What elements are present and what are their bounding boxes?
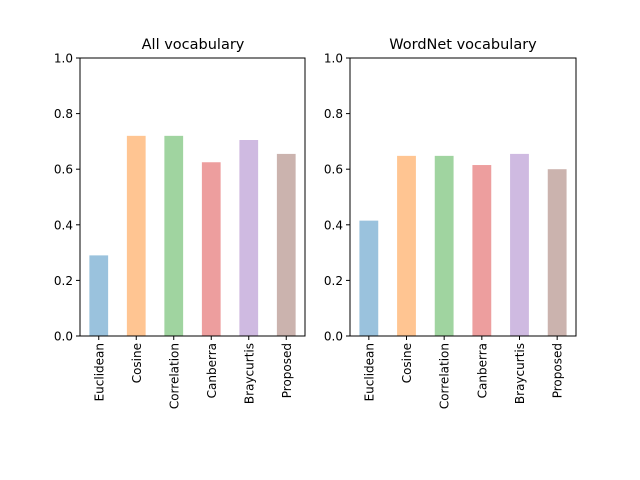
x-tick-label-cosine: Cosine: [130, 343, 144, 383]
chart-panel-all-vocabulary: All vocabulary 0.0 0.2 0.4 0.6 0.8 1.0 Euclid…: [54, 37, 306, 409]
bar-group: [89, 135, 296, 336]
y-tick-label: 0.6: [324, 163, 343, 177]
x-tick-label-canberra: Canberra: [475, 343, 489, 398]
chart-panel-wordnet-vocabulary: WordNet vocabulary 0.0 0.2 0.4 0.6 0.8 1.0 Eu…: [324, 37, 577, 409]
y-tick-label: 0.8: [324, 107, 343, 121]
bar-braycurtis: [239, 140, 259, 336]
bar-canberra: [201, 162, 221, 336]
y-tick-label: 0.2: [324, 274, 343, 288]
x-tick-label-proposed: Proposed: [551, 343, 565, 398]
bar-braycurtis: [510, 153, 529, 336]
y-tick-label: 0.8: [54, 107, 73, 121]
x-tick-label-proposed: Proposed: [280, 343, 294, 398]
axes-frame: [349, 57, 577, 337]
y-tick-label: 0.2: [54, 274, 73, 288]
x-tick-label-braycurtis: Braycurtis: [242, 343, 256, 404]
bar-cosine: [126, 135, 146, 336]
x-tick-label-cosine: Cosine: [400, 343, 414, 383]
y-tick-label: 1.0: [54, 52, 73, 66]
bar-proposed: [547, 169, 567, 336]
x-axis-ticks: Euclidean Cosine Correlation Canberra Braycu…: [92, 336, 294, 409]
x-tick-label-euclidean: Euclidean: [362, 343, 376, 401]
y-tick-label: 0.0: [54, 330, 73, 344]
bar-cosine: [397, 155, 416, 336]
bar-canberra: [472, 165, 492, 336]
chart-title: All vocabulary: [142, 37, 245, 53]
y-tick-label: 0.4: [54, 218, 73, 232]
y-tick-label: 1.0: [324, 52, 343, 66]
y-axis-ticks: 0.0 0.2 0.4 0.6 0.8 1.0: [54, 52, 80, 344]
axes-frame: [79, 57, 306, 337]
bar-group: [359, 153, 567, 336]
chart-title: WordNet vocabulary: [389, 37, 537, 53]
x-axis-ticks: Euclidean Cosine Correlation Canberra Braycu…: [362, 336, 565, 409]
x-tick-label-euclidean: Euclidean: [92, 343, 106, 401]
y-tick-label: 0.6: [54, 163, 73, 177]
bar-correlation: [434, 155, 454, 336]
bar-euclidean: [359, 220, 379, 336]
x-tick-label-canberra: Canberra: [205, 343, 219, 398]
y-axis-ticks: 0.0 0.2 0.4 0.6 0.8 1.0: [324, 52, 350, 344]
bar-euclidean: [89, 255, 109, 336]
x-tick-label-correlation: Correlation: [167, 343, 181, 409]
x-tick-label-correlation: Correlation: [438, 343, 452, 409]
bar-correlation: [164, 135, 184, 336]
bar-proposed: [276, 153, 296, 336]
y-tick-label: 0.0: [324, 330, 343, 344]
y-tick-label: 0.4: [324, 218, 343, 232]
x-tick-label-braycurtis: Braycurtis: [513, 343, 527, 404]
